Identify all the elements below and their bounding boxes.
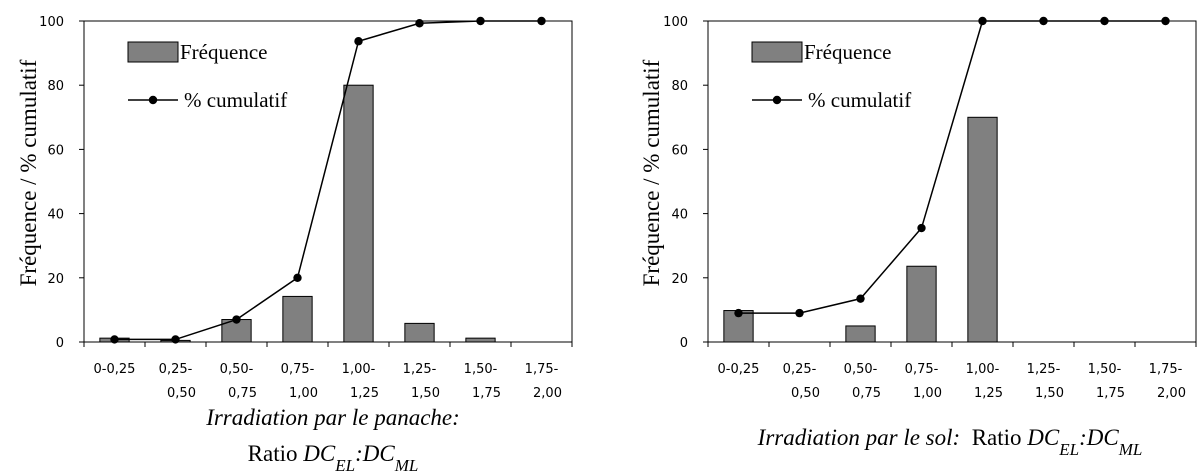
cumulative-point [354, 37, 363, 46]
plot-frame [707, 20, 1197, 343]
legend-label-line: % cumulatif [184, 88, 287, 112]
legend-label-line: % cumulatif [808, 88, 911, 112]
cumulative-point [415, 19, 424, 28]
x-tick-label: 0,25- [159, 362, 193, 377]
x-axis-title-line2: Ratio DCEL:DCML [248, 441, 419, 472]
x-tick-label-line2: 1,00 [913, 386, 942, 401]
x-tick-label: 1,00- [966, 362, 1000, 377]
y-tick-label: 40 [671, 208, 688, 223]
ratio-colon-dc: :DC [355, 441, 395, 466]
cumulative-point [1039, 16, 1048, 26]
y-tick-label: 0 [56, 336, 64, 351]
x-tick-label: 0,50- [844, 362, 878, 377]
cumulative-point [537, 16, 546, 26]
bar [906, 265, 937, 343]
x-tick-label: 0,50- [220, 362, 254, 377]
cumulative-point [734, 308, 743, 318]
x-tick-label-line2: 0,50 [791, 386, 820, 401]
y-tick-label: 20 [671, 272, 688, 287]
x-tick-label: 1,25- [1027, 362, 1061, 377]
ratio-colon-dc: :DC [1079, 425, 1119, 450]
x-tick-label: 0,75- [905, 362, 939, 377]
cumulative-point [917, 223, 926, 233]
y-tick-label: 20 [47, 272, 64, 287]
legend-swatch-marker [148, 95, 158, 105]
x-tick-label: 0,75- [281, 362, 315, 377]
cumulative-point [1100, 16, 1109, 26]
bar [343, 84, 374, 343]
x-tick-label: 1,75- [1149, 362, 1183, 377]
x-tick-label-line2: 1,75 [1096, 386, 1125, 401]
bar [282, 295, 313, 343]
cumulative-point [856, 294, 865, 303]
x-tick-label: 0,25- [783, 362, 817, 377]
ratio-dc: DC [302, 441, 336, 466]
y-tick-label: 60 [671, 143, 688, 158]
legend-swatch-bar [751, 41, 803, 63]
y-tick-label: 80 [671, 79, 688, 94]
x-tick-label-line2: 2,00 [533, 386, 562, 401]
cumulative-point [795, 308, 804, 318]
ratio-sub-el: EL [1058, 440, 1079, 459]
x-tick-label: 1,00- [342, 362, 376, 377]
plot-frame [83, 20, 573, 343]
legend-swatch-bar [127, 41, 179, 63]
ratio-word: Ratio [248, 441, 304, 466]
x-axis-title-line1: Irradiation par le panache: [205, 405, 460, 430]
cumulative-point [171, 335, 180, 344]
x-tick-label-line2: 0,75 [852, 386, 881, 401]
ratio-word: Ratio [960, 425, 1027, 450]
ratio-dc: DC [1026, 425, 1060, 450]
y-axis-label: Fréquence / % cumulatif [639, 59, 664, 286]
ratio-sub-ml: ML [1118, 440, 1143, 459]
cumulative-line [114, 20, 542, 341]
x-tick-label-line2: 1,75 [472, 386, 501, 401]
x-tick-label: 0-0,25 [718, 362, 760, 377]
bar [465, 337, 496, 343]
y-tick-label: 60 [47, 143, 64, 158]
bar [723, 310, 754, 343]
chart-2: 0 20 40 60 80 100 0-0,25 0,25- 0,50 0,50- 0,75 0,75… [639, 15, 1197, 459]
ratio-sub-ml: ML [394, 456, 419, 472]
cumulative-point [978, 16, 987, 26]
y-tick-label: 40 [47, 208, 64, 223]
x-tick-label: 0-0,25 [94, 362, 136, 377]
x-tick-label-line2: 1,00 [289, 386, 318, 401]
cumulative-point [1161, 16, 1170, 26]
cumulative-point [293, 273, 302, 282]
x-tick-label-line2: 1,50 [411, 386, 440, 401]
x-tick-label: 1,25- [403, 362, 437, 377]
x-tick-label-line2: 1,50 [1035, 386, 1064, 401]
y-tick-label: 80 [47, 79, 64, 94]
legend-swatch-marker [772, 95, 782, 105]
x-tick-label-line2: 2,00 [1157, 386, 1186, 401]
chart-1: 0 20 40 60 80 100 0-0,25 0,25- 0,50 0,50- 0,75 0,75… [16, 15, 573, 472]
x-tick-label: 1,50- [1088, 362, 1122, 377]
x-tick-label: 1,50- [464, 362, 498, 377]
legend: Fréquence % cumulatif [751, 40, 911, 112]
y-tick-label: 0 [680, 336, 688, 351]
cumulative-point [232, 315, 241, 324]
ratio-sub-el: EL [334, 456, 355, 472]
x-tick-label-line2: 1,25 [350, 386, 379, 401]
legend-label-bar: Fréquence [804, 40, 891, 64]
x-tick-label-line2: 0,75 [228, 386, 257, 401]
cumulative-line [738, 20, 1166, 314]
y-tick-label: 100 [663, 15, 688, 30]
legend: Fréquence % cumulatif [127, 40, 287, 112]
x-tick-label: 1,75- [525, 362, 559, 377]
x-axis-title: Irradiation par le sol: Ratio DCEL:DCML [757, 425, 1143, 459]
bar [845, 325, 876, 343]
bar [967, 116, 998, 343]
bar [404, 322, 435, 343]
x-axis-title-line1: Irradiation par le sol: [757, 425, 961, 450]
y-tick-label: 100 [39, 15, 64, 30]
cumulative-point [110, 335, 119, 344]
x-tick-label-line2: 0,50 [167, 386, 196, 401]
cumulative-point [476, 16, 485, 26]
x-tick-label-line2: 1,25 [974, 386, 1003, 401]
legend-label-bar: Fréquence [180, 40, 267, 64]
y-axis-label: Fréquence / % cumulatif [16, 59, 41, 286]
